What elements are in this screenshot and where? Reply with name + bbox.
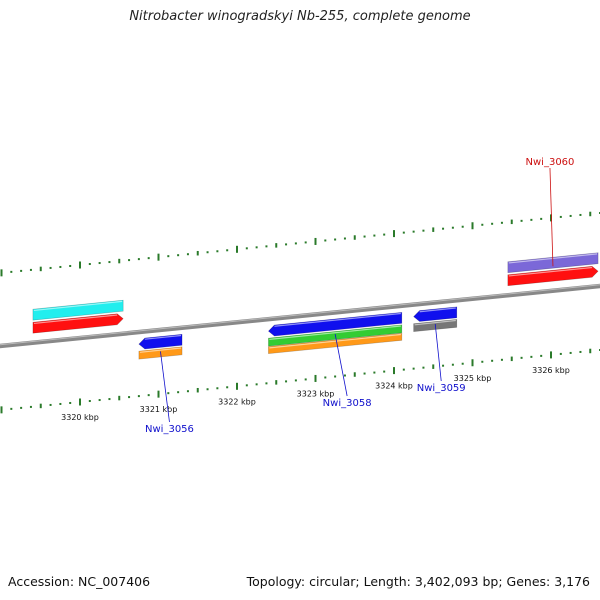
- genome-title: Nitrobacter winogradskyi Nb-255, complet…: [129, 9, 471, 24]
- tick-label: 3324 kbp: [375, 382, 413, 391]
- gene-highlight: [414, 319, 456, 326]
- gene-arrow[interactable]: [32, 313, 124, 334]
- gene-highlight: [269, 325, 401, 340]
- gene-feature[interactable]: [32, 299, 124, 321]
- gene-feature[interactable]: [268, 332, 403, 354]
- tick-label: 3321 kbp: [140, 405, 178, 414]
- label-leader-line: [434, 323, 442, 382]
- gene-feature[interactable]: [32, 313, 124, 334]
- gene-nwi_3059[interactable]: [413, 306, 458, 322]
- gene-highlight: [508, 266, 593, 277]
- tick-layer: 3320 kbp 3321 kbp 3322 kbp 3323 kbp 3324 kbp…: [0, 211, 600, 422]
- backbone-line: [0, 283, 600, 349]
- gene-nwi_3056[interactable]: [138, 333, 183, 350]
- backbone-highlight: [0, 284, 600, 346]
- gene-highlight: [33, 314, 118, 325]
- tick-label: 3320 kbp: [61, 413, 99, 422]
- gene-highlight: [419, 307, 456, 313]
- tick-label: 3325 kbp: [454, 374, 492, 383]
- gene-label-nwi_3056[interactable]: Nwi_3056: [145, 424, 194, 435]
- tick-label: 3323 kbp: [297, 389, 335, 398]
- accession-text: Accession: NC_007406: [8, 574, 151, 589]
- gene-arrow[interactable]: [32, 299, 124, 321]
- gene-label-nwi_3058[interactable]: Nwi_3058: [323, 398, 372, 409]
- gene-arrow[interactable]: [138, 333, 183, 350]
- tick-label: 3322 kbp: [218, 397, 256, 406]
- gene-highlight: [139, 347, 182, 353]
- gene-label-nwi_3060[interactable]: Nwi_3060: [526, 157, 575, 168]
- gene-arrow[interactable]: [507, 265, 599, 287]
- label-leader-line: [334, 333, 348, 397]
- gene-highlight: [33, 300, 123, 312]
- gene-highlight: [274, 312, 401, 327]
- gene-nwi_3060[interactable]: [507, 265, 599, 287]
- gene-label-nwi_3059[interactable]: Nwi_3059: [417, 383, 466, 394]
- tick-label: 3326 kbp: [532, 366, 570, 375]
- gene-arrow[interactable]: [267, 311, 403, 337]
- label-layer: Nwi_3060 Nwi_3056 Nwi_3058 Nwi_3059: [145, 157, 574, 435]
- gene-nwi_3058[interactable]: [267, 311, 403, 337]
- backbone-layer: [0, 283, 600, 349]
- topology-summary: Topology: circular; Length: 3,402,093 bp…: [246, 574, 590, 589]
- gene-layer: [32, 252, 599, 360]
- gene-highlight: [269, 333, 401, 349]
- gene-arrow[interactable]: [413, 306, 458, 322]
- label-leader-line: [549, 167, 554, 267]
- label-leader-line: [160, 351, 170, 423]
- gene-highlight: [144, 334, 182, 340]
